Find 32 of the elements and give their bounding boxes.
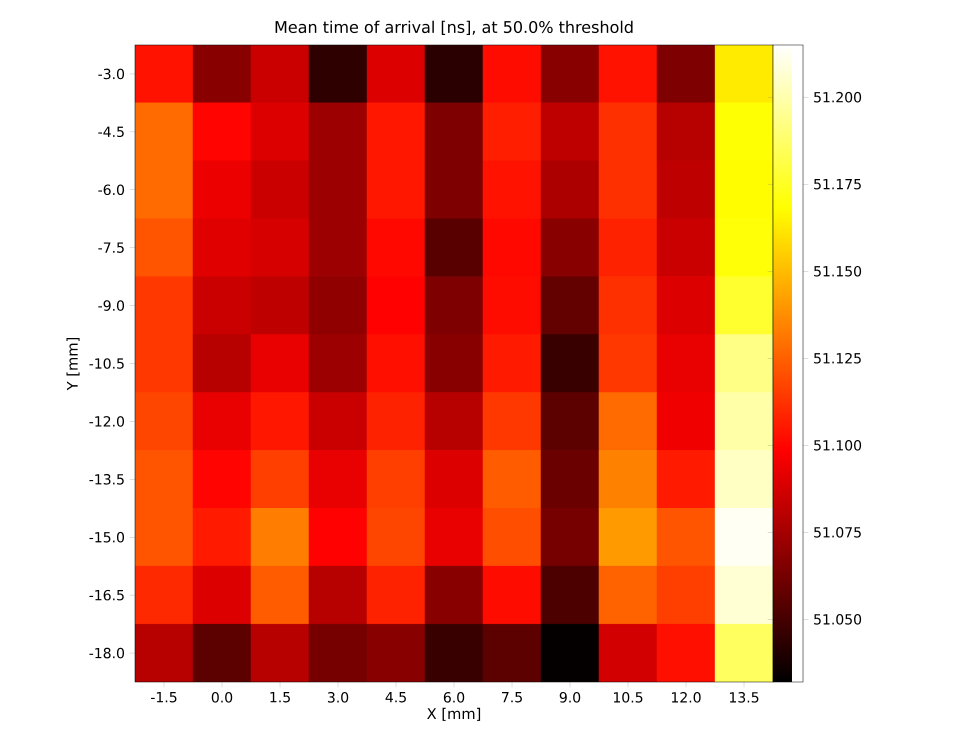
color-bar-label: 51.150 (814, 266, 862, 277)
x-tick-label: 12.0 (672, 692, 701, 703)
x-tick-label: 13.5 (730, 692, 758, 703)
x-tick-label: 6.0 (444, 692, 464, 703)
y-tick-label: -12.0 (89, 416, 124, 427)
color-bar-label: 51.125 (814, 352, 861, 364)
x-tick-label: 1.5 (270, 692, 290, 702)
y-tick-label: -9.0 (98, 300, 124, 311)
y-tick-label: -16.5 (89, 590, 124, 600)
x-tick-label: 0.0 (212, 692, 232, 703)
color-bar-label: 51.100 (814, 440, 862, 451)
y-tick-label: -13.5 (89, 474, 124, 485)
x-tick-label: -1.5 (151, 692, 176, 702)
x-tick-label: 9.0 (560, 692, 580, 703)
x-axis-title: X [mm] (427, 708, 480, 721)
y-tick-label: -10.5 (89, 358, 124, 369)
y-tick-label: -3.0 (98, 68, 124, 80)
y-tick-label: -6.0 (98, 184, 124, 196)
x-tick-label: 3.0 (328, 692, 348, 703)
y-tick-label: -18.0 (89, 648, 124, 658)
color-bar-label: 51.200 (814, 92, 862, 102)
x-tick-label: 7.5 (502, 692, 522, 702)
color-bar-label: 51.050 (814, 614, 862, 625)
y-tick-label: -4.5 (98, 126, 124, 138)
y-tick-label: -7.5 (98, 242, 124, 253)
x-tick-label: 4.5 (386, 692, 406, 702)
x-tick-label: 10.5 (614, 692, 642, 703)
y-tick-label: -15.0 (89, 532, 124, 543)
color-bar-label: 51.075 (814, 527, 861, 538)
y-axis-title: Y [mm] (66, 338, 80, 390)
chart-title: Mean time of arrival [ns], at 50.0% threshold (276, 20, 633, 35)
color-bar-label: 51.175 (814, 179, 861, 190)
